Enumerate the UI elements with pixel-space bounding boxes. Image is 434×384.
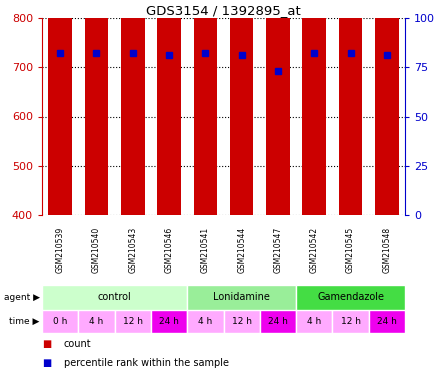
Text: control: control (98, 293, 131, 303)
Text: GSM210539: GSM210539 (56, 227, 65, 273)
Bar (374, 0, 398, 215)
Text: GSM210541: GSM210541 (201, 227, 209, 273)
Text: Gamendazole: Gamendazole (316, 293, 383, 303)
Bar (157, 0, 181, 215)
Bar (259, 310, 296, 333)
Text: count: count (64, 339, 91, 349)
Text: 12 h: 12 h (231, 317, 251, 326)
Text: GSM210546: GSM210546 (164, 227, 173, 273)
Bar (42, 310, 78, 333)
Text: 4 h: 4 h (306, 317, 321, 326)
Text: 24 h: 24 h (159, 317, 178, 326)
Text: 4 h: 4 h (89, 317, 103, 326)
Bar (121, 0, 144, 215)
Bar (151, 310, 187, 333)
Text: 24 h: 24 h (376, 317, 396, 326)
Bar (296, 285, 404, 310)
Text: 12 h: 12 h (340, 317, 360, 326)
Text: 0 h: 0 h (53, 317, 67, 326)
Text: percentile rank within the sample: percentile rank within the sample (64, 358, 228, 368)
Bar (42, 285, 187, 310)
Bar (296, 310, 332, 333)
Text: GSM210545: GSM210545 (345, 227, 354, 273)
Text: GSM210540: GSM210540 (92, 227, 101, 273)
Bar (85, 0, 108, 215)
Bar (338, 0, 362, 215)
Text: agent ▶: agent ▶ (4, 293, 40, 302)
Text: GSM210548: GSM210548 (381, 227, 391, 273)
Text: GSM210547: GSM210547 (273, 227, 282, 273)
Text: ■: ■ (42, 358, 51, 368)
Bar (78, 310, 114, 333)
Bar (229, 0, 253, 215)
Bar (48, 0, 72, 215)
Bar (332, 310, 368, 333)
Text: GSM210543: GSM210543 (128, 227, 137, 273)
Text: GSM210544: GSM210544 (237, 227, 246, 273)
Text: 4 h: 4 h (198, 317, 212, 326)
Text: time ▶: time ▶ (10, 317, 40, 326)
Text: GSM210542: GSM210542 (309, 227, 318, 273)
Text: 12 h: 12 h (122, 317, 142, 326)
Text: 24 h: 24 h (267, 317, 287, 326)
Bar (368, 310, 404, 333)
Bar (187, 285, 296, 310)
Text: ■: ■ (42, 339, 51, 349)
Bar (114, 310, 151, 333)
Bar (266, 0, 289, 215)
Bar (193, 0, 217, 215)
Text: Lonidamine: Lonidamine (213, 293, 270, 303)
Bar (223, 310, 259, 333)
Title: GDS3154 / 1392895_at: GDS3154 / 1392895_at (146, 4, 300, 17)
Bar (187, 310, 223, 333)
Bar (302, 0, 326, 215)
